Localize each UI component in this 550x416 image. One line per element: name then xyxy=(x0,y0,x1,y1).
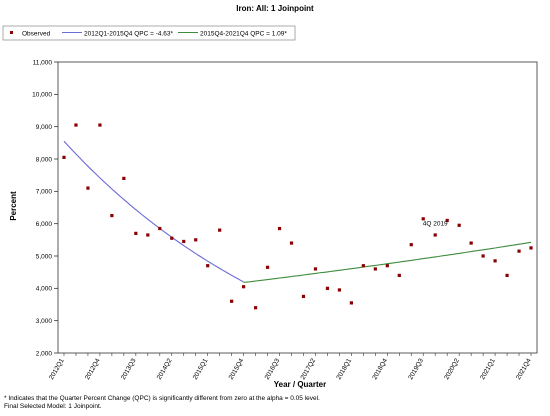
observed-point xyxy=(349,301,353,305)
trend-line-segment-1 xyxy=(63,140,244,283)
observed-point xyxy=(325,286,330,290)
legend-box xyxy=(2,25,296,41)
observed-point xyxy=(253,306,258,310)
chart-title: Iron: All: 1 Joinpoint xyxy=(236,4,314,13)
y-tick-label: 10,000 xyxy=(32,92,52,99)
observed-point xyxy=(110,213,114,218)
observed-point xyxy=(218,228,222,232)
observed-point xyxy=(194,238,198,242)
observed-point xyxy=(158,226,162,231)
x-tick-label: 2018Q1 xyxy=(335,357,353,381)
observed-point xyxy=(373,267,377,271)
observed-point xyxy=(409,243,413,247)
y-tick-label: 4,000 xyxy=(36,286,53,293)
observed-point xyxy=(517,249,521,253)
x-tick-label: 2018Q4 xyxy=(371,357,389,381)
legend: Observed 2012Q1-2015Q4 QPC = -4.63* 2015… xyxy=(2,25,296,41)
observed-point xyxy=(289,241,294,245)
observed-point xyxy=(230,299,234,303)
legend-observed-marker xyxy=(10,31,13,34)
y-tick-label: 8,000 xyxy=(36,156,53,163)
y-axis-title: Percent xyxy=(9,191,18,221)
x-axis-title: Year / Quarter xyxy=(274,380,326,389)
observed-point xyxy=(122,176,126,180)
observed-point xyxy=(469,241,473,245)
observed-point xyxy=(433,233,437,237)
x-tick-label: 2021Q1 xyxy=(479,357,497,381)
observed-point xyxy=(62,155,66,159)
x-tick-label: 2012Q1 xyxy=(48,357,66,381)
observed-point xyxy=(445,218,449,223)
observed-point xyxy=(481,254,485,258)
annotations: 4Q 2019 xyxy=(423,220,448,227)
y-tick-label: 9,000 xyxy=(36,124,53,131)
observed-point xyxy=(277,226,282,231)
y-tick-label: 6,000 xyxy=(36,221,53,228)
y-tick-label: 5,000 xyxy=(36,253,53,260)
legend-segment2-label: 2015Q4-2021Q4 QPC = 1.09* xyxy=(200,31,287,38)
x-tick-label: 2015Q1 xyxy=(192,357,210,381)
legend-observed-label: Observed xyxy=(22,31,51,38)
observed-point xyxy=(98,123,102,127)
observed-point xyxy=(265,265,270,269)
observed-point xyxy=(86,186,90,190)
observed-point xyxy=(301,294,306,299)
x-tick-label: 2014Q2 xyxy=(156,357,174,381)
footnote-significance: * Indicates that the Quarter Percent Cha… xyxy=(4,395,320,402)
observed-point xyxy=(134,231,138,235)
observed-point xyxy=(505,273,509,277)
annotation-label: 4Q 2019 xyxy=(423,220,448,227)
observed-point xyxy=(361,264,365,268)
y-tick-label: 7,000 xyxy=(36,189,53,196)
footnote-final-model: Final Selected Model: 1 Joinpoint. xyxy=(4,403,102,410)
trend-lines xyxy=(63,140,532,284)
x-tick-label: 2012Q4 xyxy=(84,357,102,381)
x-tick-label: 2020Q2 xyxy=(443,357,461,381)
y-tick-label: 2,000 xyxy=(36,350,53,357)
observed-point xyxy=(146,233,150,237)
plot-border xyxy=(57,61,538,354)
observed-point xyxy=(337,288,342,292)
legend-segment1-label: 2012Q1-2015Q4 QPC = -4.63* xyxy=(84,31,174,38)
trend-line-segment-2 xyxy=(243,241,532,284)
x-axis-ticks: 2012Q1 2012Q4 2013Q3 2014Q2 2015Q1 2015Q4 2016… xyxy=(48,353,533,381)
observed-point xyxy=(313,267,318,271)
observed-points xyxy=(62,123,533,310)
x-tick-label: 2013Q3 xyxy=(120,357,138,381)
observed-point xyxy=(397,273,401,277)
observed-point xyxy=(242,285,246,289)
x-tick-label: 2016Q3 xyxy=(264,357,282,381)
observed-point xyxy=(529,246,533,250)
y-tick-label: 11,000 xyxy=(33,59,53,66)
observed-point xyxy=(421,217,425,221)
y-axis-ticks: 2,000 3,000 4,000 5,000 6,000 7,000 8,000 9,000… xyxy=(32,59,58,357)
observed-point xyxy=(457,223,461,227)
x-tick-label: 2021Q4 xyxy=(515,357,533,381)
observed-point xyxy=(493,259,497,263)
observed-point xyxy=(170,236,174,240)
observed-point xyxy=(74,123,78,127)
observed-point xyxy=(206,264,210,268)
plot-area xyxy=(57,61,538,354)
x-tick-label: 2017Q2 xyxy=(300,357,318,381)
x-tick-label: 2015Q4 xyxy=(228,357,246,381)
x-tick-label: 2019Q3 xyxy=(407,357,425,381)
observed-point xyxy=(182,239,186,244)
observed-point xyxy=(385,264,389,268)
y-tick-label: 3,000 xyxy=(36,318,53,325)
